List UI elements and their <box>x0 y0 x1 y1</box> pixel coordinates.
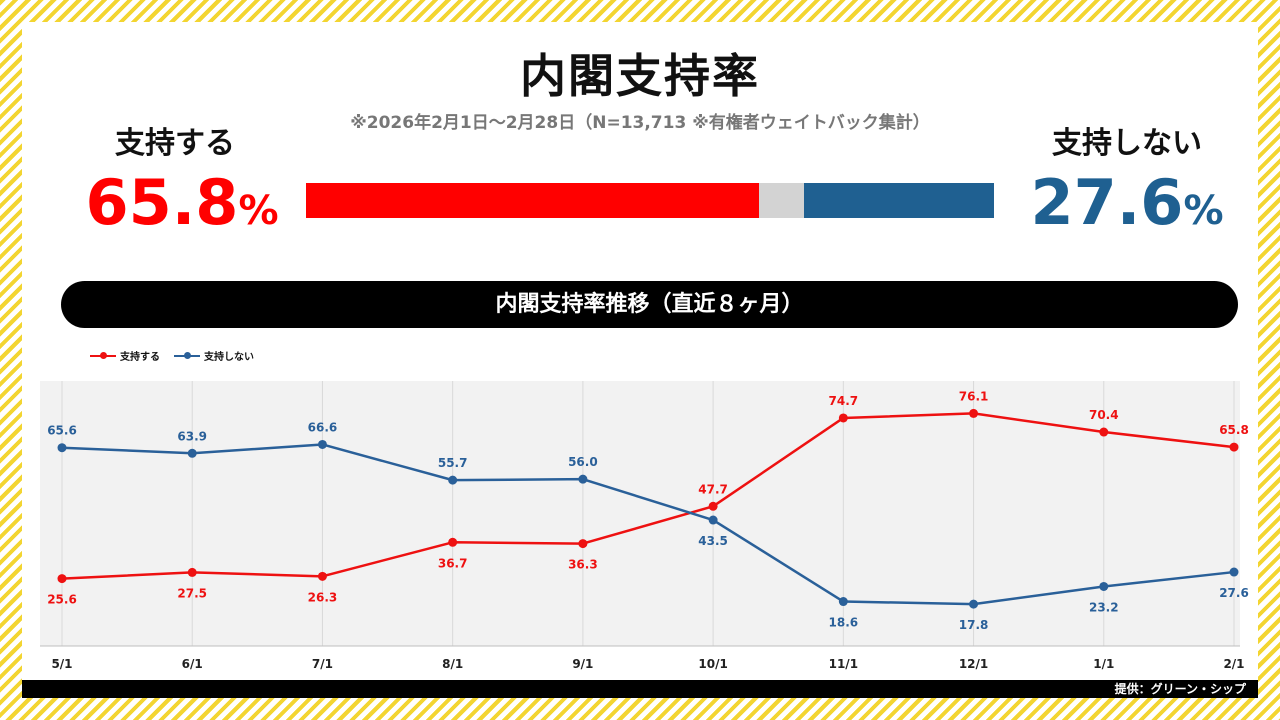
data-point <box>708 501 718 511</box>
data-point <box>578 539 588 549</box>
poll-card: 内閣支持率 ※2026年2月1日〜2月28日（N=13,713 ※有権者ウェイト… <box>22 22 1258 698</box>
data-label: 66.6 <box>308 420 338 434</box>
data-point <box>1099 581 1109 591</box>
oppose-number: 27.6 <box>1030 166 1184 239</box>
data-label: 76.1 <box>959 389 989 403</box>
legend-item-oppose: 支持しない <box>174 348 254 363</box>
footer-bar: 提供：グリーン・シップ <box>22 680 1258 698</box>
plot-area <box>40 381 1240 646</box>
data-point <box>708 515 718 525</box>
x-tick-label: 12/1 <box>959 657 988 671</box>
trend-heading: 内閣支持率推移（直近８ヶ月） <box>61 281 1238 328</box>
data-point <box>317 439 327 449</box>
x-tick-label: 11/1 <box>829 657 858 671</box>
data-point <box>187 448 197 458</box>
legend-item-support: 支持する <box>90 348 160 363</box>
data-label: 27.5 <box>177 586 207 600</box>
oppose-percent-sign: % <box>1183 188 1224 234</box>
survey-note: ※2026年2月1日〜2月28日（N=13,713 ※有権者ウェイトバック集計） <box>350 113 930 133</box>
data-point <box>969 408 979 418</box>
data-label: 43.5 <box>698 534 728 548</box>
support-label: 支持する <box>115 126 235 161</box>
data-label: 56.0 <box>568 455 598 469</box>
data-label: 27.6 <box>1219 586 1249 600</box>
x-tick-label: 10/1 <box>698 657 727 671</box>
legend-swatch-oppose <box>174 351 200 359</box>
support-value: 65.8% <box>62 166 302 239</box>
data-label: 63.9 <box>177 429 207 443</box>
data-label: 65.6 <box>47 424 77 438</box>
support-number: 65.8 <box>85 166 239 239</box>
data-point <box>1229 442 1239 452</box>
oppose-value: 27.6% <box>1012 166 1242 239</box>
data-point <box>1099 427 1109 437</box>
data-label: 36.3 <box>568 558 598 572</box>
ratio-bar <box>306 183 994 218</box>
x-tick-label: 7/1 <box>312 657 333 671</box>
source-credit: 提供：グリーン・シップ <box>1114 682 1246 696</box>
x-tick-label: 9/1 <box>572 657 593 671</box>
x-tick-label: 2/1 <box>1223 657 1244 671</box>
data-point <box>187 567 197 577</box>
data-point <box>57 443 67 453</box>
data-label: 25.6 <box>47 593 77 607</box>
data-label: 18.6 <box>829 616 859 630</box>
data-label: 36.7 <box>438 556 468 570</box>
data-point <box>838 413 848 423</box>
data-point <box>448 537 458 547</box>
data-point <box>578 474 588 484</box>
data-label: 17.8 <box>959 618 989 632</box>
data-label: 74.7 <box>829 394 859 408</box>
data-label: 26.3 <box>308 590 338 604</box>
data-point <box>838 597 848 607</box>
x-tick-label: 6/1 <box>182 657 203 671</box>
legend-swatch-support <box>90 351 116 359</box>
oppose-label: 支持しない <box>1052 126 1202 161</box>
data-label: 65.8 <box>1219 423 1249 437</box>
x-tick-label: 1/1 <box>1093 657 1114 671</box>
data-label: 55.7 <box>438 456 468 470</box>
data-label: 47.7 <box>698 482 728 496</box>
data-point <box>57 574 67 584</box>
ratio-bar-support <box>306 183 759 218</box>
trend-chart: 5/1 6/1 7/1 8/1 9/1 10/1 11/1 12/1 1/1 2/1 25.6 27.… <box>40 381 1249 671</box>
data-label: 70.4 <box>1089 408 1119 422</box>
data-label: 23.2 <box>1089 600 1119 614</box>
legend-label-oppose: 支持しない <box>204 352 254 363</box>
series-line-support <box>61 412 1235 580</box>
ratio-bar-oppose <box>804 183 994 218</box>
data-point <box>448 475 458 485</box>
data-point <box>969 599 979 609</box>
support-percent-sign: % <box>238 188 279 234</box>
data-point <box>317 571 327 581</box>
series-line-oppose <box>61 443 1235 606</box>
page-title: 内閣支持率 <box>520 49 760 103</box>
x-tick-label: 8/1 <box>442 657 463 671</box>
x-tick-label: 5/1 <box>51 657 72 671</box>
chart-legend: 支持する 支持しない <box>90 348 254 363</box>
ratio-bar-other <box>758 183 805 218</box>
data-point <box>1229 567 1239 577</box>
legend-label-support: 支持する <box>120 352 160 363</box>
